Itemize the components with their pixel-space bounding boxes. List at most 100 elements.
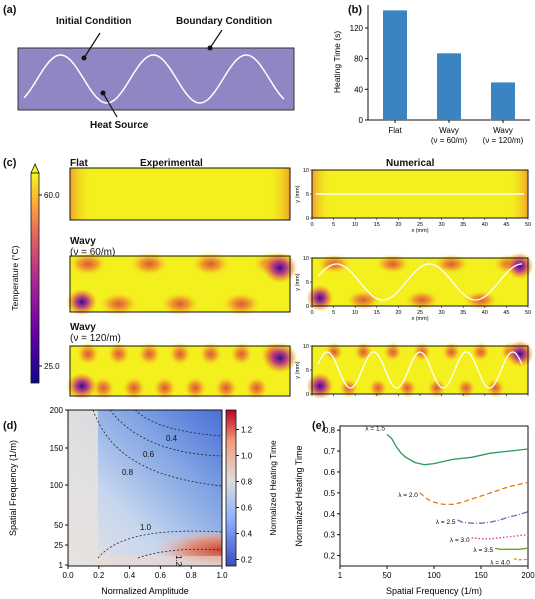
exp-hotspot xyxy=(190,252,231,276)
num-xtick-label: 30 xyxy=(439,222,445,228)
num-xtick-label: 15 xyxy=(374,310,380,316)
d-cbar-tick-label: 1.0 xyxy=(241,452,253,461)
e-series-line xyxy=(386,433,529,466)
num-xtick-label: 15 xyxy=(374,222,380,228)
exp-hotspot xyxy=(91,376,116,398)
d-ytick-label: 200 xyxy=(50,406,64,415)
num-xtick-label: 50 xyxy=(525,222,531,228)
e-ytick-label: 0.4 xyxy=(324,510,336,519)
b-ytick-label: 80 xyxy=(354,55,363,64)
num-ylabel: y (mm) xyxy=(295,273,301,290)
plate xyxy=(17,47,295,111)
colorbar-arrow xyxy=(30,163,40,174)
num-xtick-label: 35 xyxy=(460,222,466,228)
e-xlabel: Spatial Frequency (1/m) xyxy=(386,586,482,596)
exp-hotspot xyxy=(129,252,170,276)
d-xtick-label: 0.4 xyxy=(124,571,136,580)
panel-d-heatmap: 0.4 0.6 0.8 1.0 1.2 Spatial Frequency (1… xyxy=(8,406,278,596)
exp-hotspot xyxy=(106,342,131,366)
d-xtick-label: 0.8 xyxy=(186,571,198,580)
contour-1.0 xyxy=(97,530,223,559)
num-hotspot xyxy=(470,342,491,362)
e-ytick-label: 0.6 xyxy=(324,468,336,477)
num-hotspot xyxy=(374,254,411,274)
d-cbar-tick-label: 1.2 xyxy=(241,426,253,435)
exp-hotspot xyxy=(229,342,254,366)
num-xtick-label: 5 xyxy=(332,310,335,316)
contour-label-1.0: 1.0 xyxy=(140,523,152,532)
exp-hotspot xyxy=(198,342,223,366)
exp-frame xyxy=(69,167,291,221)
initial-condition-label: Initial Condition xyxy=(56,16,132,27)
num-hotspot xyxy=(441,342,462,362)
num-ytick-label: 5 xyxy=(306,192,309,198)
e-series-label: λ = 4.0 xyxy=(490,560,510,567)
num-ytick-label: 5 xyxy=(306,280,309,286)
e-ytick-label: 0.2 xyxy=(324,552,336,561)
contour-label-0.4: 0.4 xyxy=(166,434,178,443)
num-xtick-label: 0 xyxy=(310,222,313,228)
panel-a-label: (a) xyxy=(3,4,17,16)
cbar-max-label: 60.0 xyxy=(44,191,60,200)
e-ytick-label: 0.8 xyxy=(324,426,336,435)
e-xtick-label: 50 xyxy=(383,571,392,580)
num-xlabel: x (mm) xyxy=(411,316,428,322)
exp-hotspot xyxy=(68,252,108,276)
e-xtick-label: 100 xyxy=(427,571,441,580)
d-cbar-tick-label: 0.2 xyxy=(241,556,253,565)
exp-corner xyxy=(66,288,98,316)
num-xtick-label: 35 xyxy=(460,310,466,316)
num-xtick-label: 10 xyxy=(352,222,358,228)
panel-e-line-chart: Normalized Heating Time Spatial Frequenc… xyxy=(294,425,535,596)
num-xtick-label: 5 xyxy=(332,222,335,228)
num-hotspot xyxy=(382,342,403,362)
num-hotspot xyxy=(426,378,447,398)
exp-hotspot xyxy=(152,376,177,398)
num-xtick-label: 45 xyxy=(503,222,509,228)
b-ylabel: Heating Time (s) xyxy=(332,31,342,94)
num-ytick-label: 10 xyxy=(303,256,309,262)
contour-label-1.2: 1.2 xyxy=(174,555,183,567)
exp-frame xyxy=(69,345,291,397)
exp-hotspot xyxy=(168,342,192,366)
cbar-min-label: 25.0 xyxy=(44,362,60,371)
num-xtick-label: 40 xyxy=(482,310,488,316)
b-category-label: (ν = 60/m) xyxy=(431,136,468,145)
heat-source-wave xyxy=(23,54,285,104)
e-series-label: λ = 2.5 xyxy=(436,519,456,526)
d-ylabel: Spatial Frequency (1/m) xyxy=(8,440,18,536)
exp-hotspot xyxy=(214,376,238,398)
contour-label-0.8: 0.8 xyxy=(122,468,134,477)
case-wavy120-title: Wavy (ν = 120/m) xyxy=(70,322,121,344)
panel-c-label: (c) xyxy=(3,157,17,169)
num-hotspot xyxy=(324,342,344,362)
e-series-line xyxy=(471,534,529,540)
source-leader xyxy=(102,92,118,118)
e-series-line xyxy=(457,511,529,524)
case-flat-title: Flat xyxy=(70,158,88,169)
e-xtick-label: 1 xyxy=(338,571,343,580)
exp-hotspot xyxy=(76,342,100,366)
e-ytick-label: 0.7 xyxy=(324,447,336,456)
d-xtick-label: 1.0 xyxy=(216,571,228,580)
panel-b-label: (b) xyxy=(348,4,363,16)
num-hotspot xyxy=(404,290,440,310)
cbar-label: Temperature (°C) xyxy=(10,245,20,310)
num-xtick-label: 50 xyxy=(525,310,531,316)
temperature-colorbar xyxy=(30,172,40,384)
num-xtick-label: 25 xyxy=(417,222,423,228)
num-source-wave xyxy=(317,263,522,301)
d-cbar-tick-label: 0.4 xyxy=(241,530,253,539)
d-ytick-label: 50 xyxy=(54,521,63,530)
num-ytick-label: 5 xyxy=(306,368,309,374)
num-hotspot xyxy=(462,290,499,310)
e-ylabel: Normalized Heating Time xyxy=(294,445,304,546)
boundary-leader xyxy=(209,29,223,49)
num-ytick-label: 0 xyxy=(306,304,309,310)
d-xtick-label: 0.0 xyxy=(62,571,74,580)
exp-corner xyxy=(66,372,98,398)
boundary-condition-label: Boundary Condition xyxy=(176,16,273,27)
e-series-line xyxy=(513,558,529,561)
num-xtick-label: 30 xyxy=(439,310,445,316)
